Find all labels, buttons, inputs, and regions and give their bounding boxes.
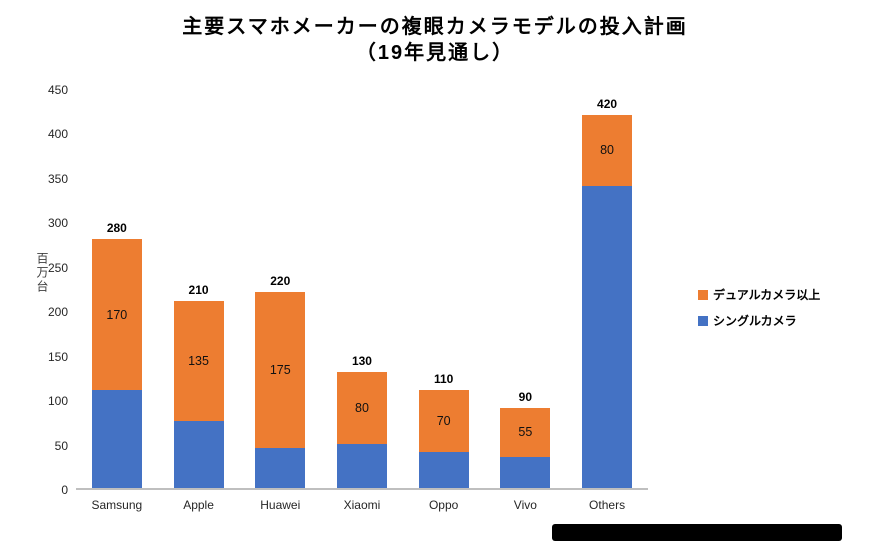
dual-camera-segment: 70	[418, 390, 469, 453]
chart-title-line1: 主要スマホメーカーの複眼カメラモデルの投入計画	[182, 16, 688, 38]
bar-column: 220 175 Huawei	[255, 90, 306, 512]
dual-camera-segment: 170	[91, 239, 142, 391]
dual-camera-value-label: 135	[188, 354, 209, 369]
bar-column: 420 80 Others	[582, 90, 633, 512]
category-label: Vivo	[513, 498, 537, 512]
total-label: 130	[351, 354, 372, 369]
legend-swatch-blue-icon	[698, 315, 708, 326]
y-tick-label: 400	[47, 127, 68, 142]
category-label: Samsung	[91, 498, 143, 512]
dual-camera-segment: 175	[255, 292, 306, 448]
dual-camera-value-label: 70	[436, 414, 451, 429]
y-tick-label: 0	[61, 483, 68, 497]
category-label: Xiaomi	[343, 498, 381, 512]
dual-camera-segment: 80	[336, 372, 387, 444]
total-label: 90	[518, 390, 533, 405]
y-tick-label: 100	[47, 394, 68, 409]
bar-column: 130 80 Xiaomi	[336, 90, 387, 512]
total-label: 210	[188, 283, 209, 298]
y-tick-label: 50	[54, 438, 68, 453]
dual-camera-segment: 135	[173, 301, 224, 422]
dual-camera-value-label: 175	[269, 363, 291, 378]
total-label: 420	[597, 96, 618, 111]
bar-column: 90 55 Vivo	[500, 90, 551, 512]
dual-camera-segment: 55	[500, 408, 551, 457]
total-label: 220	[270, 274, 291, 289]
category-label: Huawei	[260, 498, 301, 512]
legend-swatch-orange-icon	[698, 289, 708, 300]
y-axis-title: 百万台	[35, 252, 49, 294]
single-camera-segment	[91, 390, 142, 488]
category-label: Oppo	[428, 498, 459, 512]
y-tick-label: 150	[47, 349, 68, 364]
legend-label-dual-camera: デュアルカメラ以上	[713, 288, 821, 302]
single-camera-segment	[500, 456, 551, 488]
single-camera-segment	[582, 185, 633, 488]
chart-title-line2: （19年見通し）	[355, 42, 515, 64]
legend-item-single-camera: シングルカメラ	[698, 312, 820, 329]
plot-area: 280 170 Samsung 210 135 Apple 220 175 Huawei 130 8…	[76, 90, 648, 512]
single-camera-segment	[255, 448, 306, 488]
y-tick-label: 300	[47, 216, 68, 231]
legend: デュアルカメラ以上 シングルカメラ	[698, 286, 820, 329]
y-axis: 0 50 100 150 200 250 300 350 400 450	[0, 83, 70, 497]
total-label: 110	[433, 372, 454, 387]
single-camera-segment	[173, 421, 224, 488]
bar-column: 280 170 Samsung	[91, 90, 142, 512]
single-camera-segment	[418, 452, 469, 488]
source-note-redacted	[552, 524, 842, 541]
dual-camera-value-label: 55	[518, 425, 533, 440]
y-tick-label: 450	[47, 83, 68, 97]
legend-item-dual-camera: デュアルカメラ以上	[698, 286, 820, 303]
dual-camera-value-label: 170	[106, 307, 128, 322]
bar-column: 210 135 Apple	[173, 90, 224, 512]
dual-camera-segment: 80	[582, 114, 633, 186]
dual-camera-value-label: 80	[600, 143, 615, 158]
y-tick-label: 200	[47, 305, 68, 320]
chart-title: 主要スマホメーカーの複眼カメラモデルの投入計画 （19年見通し）	[0, 14, 870, 66]
legend-label-single-camera: シングルカメラ	[713, 314, 797, 328]
bar-column: 110 70 Oppo	[418, 90, 469, 512]
category-label: Others	[589, 498, 626, 512]
dual-camera-value-label: 80	[355, 401, 369, 415]
y-tick-label: 250	[47, 260, 68, 275]
total-label: 280	[106, 221, 127, 236]
category-label: Apple	[183, 498, 214, 512]
single-camera-segment	[336, 443, 387, 488]
y-tick-label: 350	[47, 171, 68, 186]
